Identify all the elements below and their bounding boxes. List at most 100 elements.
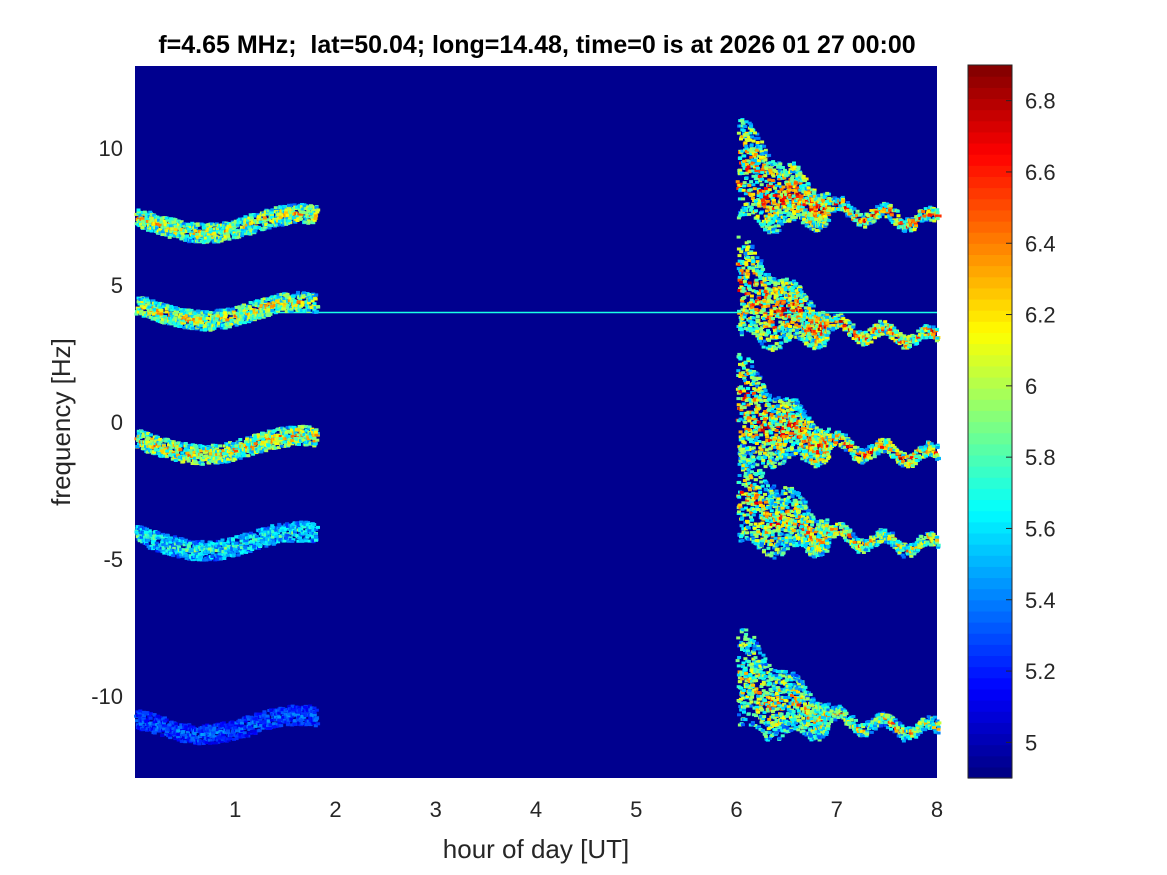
heatmap-cell xyxy=(250,721,255,725)
heatmap-cell xyxy=(139,222,143,226)
heatmap-cell xyxy=(142,713,147,717)
heatmap-cell xyxy=(791,168,796,171)
heatmap-cell xyxy=(186,459,191,463)
heatmap-cell xyxy=(753,150,758,154)
heatmap-cell xyxy=(202,226,207,230)
heatmap-cell xyxy=(762,163,767,167)
heatmap-cell xyxy=(184,238,189,242)
heatmap-cell xyxy=(173,736,178,740)
heatmap-cell xyxy=(195,235,200,239)
heatmap-cell xyxy=(311,430,315,434)
heatmap-cell xyxy=(208,235,213,239)
heatmap-cell xyxy=(288,710,293,714)
heatmap-cell xyxy=(139,213,144,217)
heatmap-cell xyxy=(293,723,297,726)
heatmap-cell xyxy=(820,211,825,215)
heatmap-cell xyxy=(146,307,151,311)
heatmap-cell xyxy=(740,149,745,153)
heatmap-cell xyxy=(782,176,787,180)
heatmap-cell xyxy=(312,706,317,710)
heatmap-cell xyxy=(316,525,320,529)
heatmap-cell xyxy=(181,321,186,325)
heatmap-cell xyxy=(285,434,290,438)
heatmap-cell xyxy=(787,211,792,215)
heatmap-cell xyxy=(248,227,253,231)
heatmap-cell xyxy=(219,313,224,317)
heatmap-cell xyxy=(145,219,150,223)
heatmap-cell xyxy=(812,222,817,226)
heatmap-cell xyxy=(300,203,304,206)
heatmap-cell xyxy=(764,179,769,183)
heatmap-cell xyxy=(756,219,761,223)
heatmap-cell xyxy=(304,428,309,432)
heatmap-cell xyxy=(304,720,309,724)
heatmap-cell xyxy=(795,209,800,213)
heatmap-cell xyxy=(297,428,302,432)
heatmap-cell xyxy=(225,553,230,557)
heatmap-cell xyxy=(169,230,174,234)
heatmap-cell xyxy=(206,729,211,733)
heatmap-cell xyxy=(749,206,754,210)
heatmap-cell xyxy=(296,715,301,719)
heatmap-cell xyxy=(211,733,216,737)
heatmap-cell xyxy=(310,535,315,539)
heatmap-cell xyxy=(164,544,169,548)
heatmap-cell xyxy=(743,133,748,137)
heatmap-cell xyxy=(257,435,262,439)
heatmap-cell xyxy=(819,217,824,221)
heatmap-cell xyxy=(302,432,307,436)
heatmap-cell xyxy=(267,223,272,227)
heatmap-cell xyxy=(768,182,773,186)
heatmap-cell xyxy=(247,722,252,725)
heatmap-cell xyxy=(135,525,140,529)
heatmap-cell xyxy=(306,205,311,209)
heatmap-cell xyxy=(279,444,284,448)
heatmap-cell xyxy=(162,727,167,731)
heatmap-cell xyxy=(246,310,251,314)
heatmap-cell xyxy=(761,189,766,193)
heatmap-cell xyxy=(156,231,160,235)
heatmap-cell xyxy=(203,454,208,458)
heatmap-cell xyxy=(270,213,274,217)
heatmap-cell xyxy=(736,131,741,135)
heatmap-cell xyxy=(174,313,179,317)
heatmap-cell xyxy=(796,198,801,201)
heatmap-cell xyxy=(157,444,162,448)
heatmap-cell xyxy=(271,220,276,224)
heatmap-cell xyxy=(282,307,287,311)
heatmap-cell xyxy=(156,549,161,553)
heatmap-cell xyxy=(225,324,230,328)
heatmap-cell xyxy=(253,213,258,217)
heatmap-cell xyxy=(296,290,300,294)
heatmap-cell xyxy=(164,310,169,314)
heatmap-cell xyxy=(146,299,151,303)
heatmap-cell xyxy=(240,318,245,322)
heatmap-cell xyxy=(199,317,204,321)
heatmap-cell xyxy=(170,457,175,461)
heatmap-cell xyxy=(179,547,184,551)
heatmap-cell xyxy=(206,549,211,553)
heatmap-cell xyxy=(788,184,793,188)
heatmap-cell xyxy=(208,558,213,562)
heatmap-cell xyxy=(162,321,167,325)
heatmap-cell xyxy=(224,546,229,550)
heatmap-cell xyxy=(801,187,806,191)
heatmap-cell xyxy=(222,557,227,560)
heatmap-cell xyxy=(782,190,787,194)
heatmap-cell xyxy=(146,545,151,549)
heatmap-cell xyxy=(142,710,147,714)
heatmap-cell xyxy=(796,195,800,199)
heatmap-cell xyxy=(265,438,270,442)
heatmap-cell xyxy=(268,723,273,727)
heatmap-cell xyxy=(778,162,783,166)
heatmap-cell xyxy=(813,210,818,214)
heatmap-cell xyxy=(297,524,302,528)
heatmap-cell xyxy=(790,170,795,174)
heatmap-cell xyxy=(295,438,300,441)
heatmap-cell xyxy=(298,298,303,302)
heatmap-cell xyxy=(818,215,823,219)
heatmap-cell xyxy=(238,456,243,460)
heatmap-cell xyxy=(790,177,795,180)
heatmap-cell xyxy=(301,438,306,442)
